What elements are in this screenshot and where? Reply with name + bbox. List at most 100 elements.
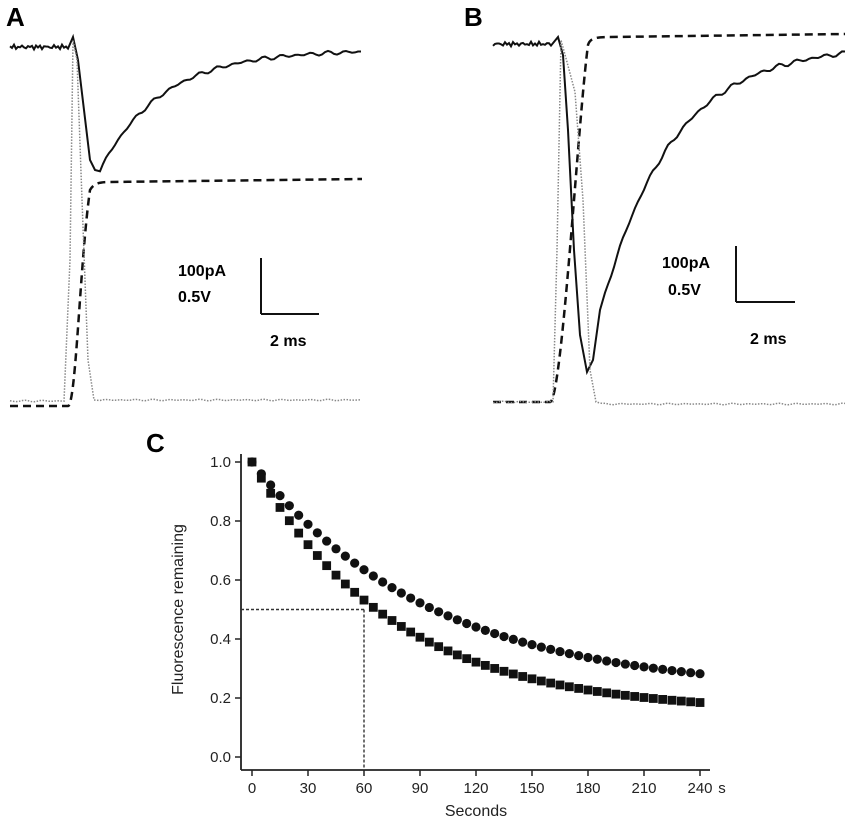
- panel-a-current-scale: 100pA: [178, 263, 226, 280]
- panel-c-point-circle: [555, 647, 564, 656]
- panel-c-point-square: [565, 682, 574, 691]
- panel-c-reference-lines: [241, 610, 364, 771]
- panel-c-point-square: [425, 638, 434, 647]
- panel-c-point-square: [593, 687, 602, 696]
- panel-c-point-square: [444, 647, 453, 656]
- panel-c-point-square: [369, 603, 378, 612]
- panel-c-y-tick-label: 0.6: [210, 572, 231, 589]
- panel-c-point-square: [378, 610, 387, 619]
- panel-c-y-tick-label: 0.4: [210, 631, 231, 648]
- panel-c-point-circle: [583, 653, 592, 662]
- panel-a-voltage-scale: 0.5V: [178, 289, 211, 306]
- panel-c-point-circle: [462, 619, 471, 628]
- panel-c-point-square: [266, 489, 275, 498]
- panel-c-point-square: [285, 516, 294, 525]
- panel-c-y-tick-label: 0.0: [210, 749, 231, 766]
- panel-a-label: A: [6, 2, 25, 32]
- panel-c-point-circle: [537, 642, 546, 651]
- panel-c-point-square: [677, 697, 686, 706]
- panel-c-point-square: [462, 654, 471, 663]
- panel-c-point-square: [546, 679, 555, 688]
- panel-c-point-circle: [611, 658, 620, 667]
- panel-c-point-square: [350, 588, 359, 597]
- panel-c-point-square: [612, 690, 621, 699]
- panel-c-point-circle: [677, 667, 686, 676]
- panel-c-point-circle: [453, 615, 462, 624]
- panel-c-point-circle: [546, 645, 555, 654]
- panel-c-data-points: [247, 457, 704, 707]
- panel-c-point-circle: [490, 629, 499, 638]
- panel-c-point-circle: [303, 520, 312, 529]
- panel-c-point-square: [341, 580, 350, 589]
- panel-c-point-circle: [630, 661, 639, 670]
- panel-c-point-square: [406, 628, 415, 637]
- panel-c-point-circle: [695, 669, 704, 678]
- panel-c-x-tick-label: 150: [519, 780, 544, 797]
- panel-c-point-circle: [471, 622, 480, 631]
- panel-c-point-square: [640, 693, 649, 702]
- panel-c-point-square: [294, 529, 303, 538]
- panel-c-point-circle: [527, 640, 536, 649]
- panel-c-point-square: [248, 458, 257, 467]
- panel-c-point-square: [397, 622, 406, 631]
- panel-c-point-circle: [322, 536, 331, 545]
- panel-c-point-circle: [593, 655, 602, 664]
- panel-c-x-tick-label: 30: [300, 780, 317, 797]
- panel-c-x-tick-label: 0: [248, 780, 256, 797]
- panel-c-point-circle: [443, 611, 452, 620]
- panel-c-point-square: [658, 695, 667, 704]
- panel-c-point-circle: [509, 635, 518, 644]
- panel-c-point-square: [528, 674, 537, 683]
- panel-c-x-tick-label: 240: [687, 780, 712, 797]
- panel-c-point-circle: [639, 662, 648, 671]
- panel-a-stimulus-trace: [10, 40, 361, 402]
- panel-c-x-tick-label: 210: [631, 780, 656, 797]
- panel-c-point-circle: [331, 544, 340, 553]
- panel-c-point-square: [509, 670, 518, 679]
- panel-b: B 100pA 0.5V 2 ms: [464, 2, 845, 405]
- panel-c-point-circle: [574, 651, 583, 660]
- panel-b-voltage-trace: [493, 34, 845, 402]
- panel-c-point-square: [649, 694, 658, 703]
- panel-c-point-square: [556, 681, 565, 690]
- panel-c-point-circle: [266, 480, 275, 489]
- panel-a-time-scale: 2 ms: [270, 333, 307, 350]
- panel-c-x-unit: s: [718, 780, 726, 797]
- panel-c-point-square: [388, 616, 397, 625]
- panel-c-point-circle: [285, 501, 294, 510]
- panel-c-y-tick-label: 0.2: [210, 690, 231, 707]
- panel-c-point-circle: [387, 583, 396, 592]
- panel-c-point-circle: [518, 637, 527, 646]
- panel-c-point-square: [434, 642, 443, 651]
- panel-c-point-circle: [359, 565, 368, 574]
- panel-c-y-tick-label: 0.8: [210, 513, 231, 530]
- panel-c-point-circle: [313, 528, 322, 537]
- panel-c-point-circle: [658, 665, 667, 674]
- panel-c-point-square: [360, 596, 369, 605]
- panel-c-point-square: [686, 697, 695, 706]
- panel-c-point-square: [481, 661, 490, 670]
- panel-b-time-scale: 2 ms: [750, 331, 787, 348]
- panel-c-point-circle: [415, 598, 424, 607]
- panel-c-point-square: [668, 696, 677, 705]
- panel-a-current-trace: [10, 37, 361, 171]
- panel-c-point-square: [574, 684, 583, 693]
- panel-c-point-square: [584, 686, 593, 695]
- panel-c-point-circle: [481, 626, 490, 635]
- panel-c-point-circle: [667, 666, 676, 675]
- panel-c-point-circle: [397, 588, 406, 597]
- panel-c-point-square: [313, 551, 322, 560]
- panel-c-point-circle: [378, 577, 387, 586]
- panel-c-point-square: [518, 672, 527, 681]
- panel-c-point-square: [332, 571, 341, 580]
- panel-c-point-square: [276, 503, 285, 512]
- panel-c-point-circle: [275, 491, 284, 500]
- panel-c-point-circle: [406, 593, 415, 602]
- panel-c-label: C: [146, 428, 165, 458]
- panel-c-y-axis-title: Fluorescence remaining: [170, 524, 187, 695]
- panel-c-x-tick-label: 90: [412, 780, 429, 797]
- panel-c-point-square: [630, 692, 639, 701]
- figure: A 100pA 0.5V 2 ms B 100pA 0.5V 2 ms C 0.…: [0, 0, 850, 825]
- panel-c-x-tick-label: 180: [575, 780, 600, 797]
- panel-c-x-tick-label: 60: [356, 780, 373, 797]
